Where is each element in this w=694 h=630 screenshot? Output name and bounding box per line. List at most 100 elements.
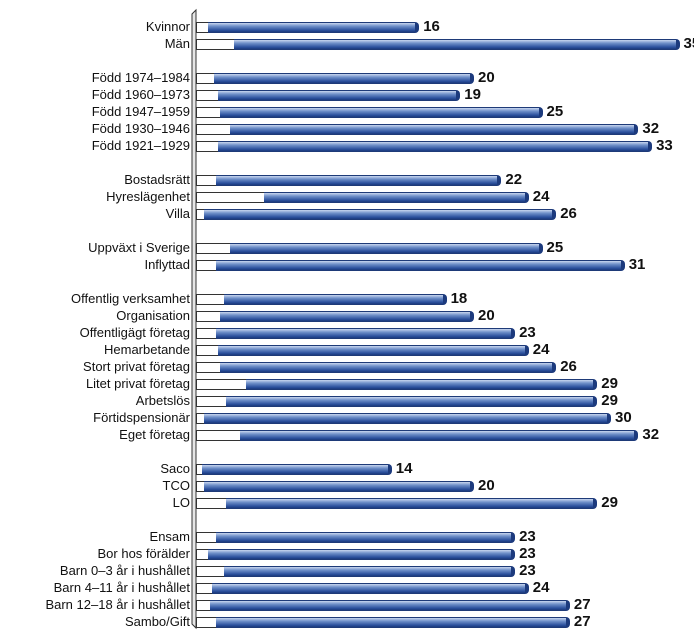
bar [224,294,443,305]
value-label: 35 [683,35,694,52]
bar-cap [524,345,529,356]
bar-baseline-segment [196,141,218,152]
bar [224,566,512,577]
category-label: Uppväxt i Sverige [88,240,190,255]
bar-baseline-segment [196,600,210,611]
bar-cap [607,413,611,424]
bar-cap [620,260,625,271]
bar [210,600,566,611]
bar-baseline-segment [196,209,204,220]
value-label: 23 [519,562,536,579]
category-label: Ensam [149,529,190,544]
bar [240,430,635,441]
value-label: 29 [601,494,618,511]
bar-cap [511,328,516,339]
bar-baseline-segment [196,362,220,373]
bar-baseline-segment [196,260,216,271]
category-label: Saco [160,461,190,476]
value-label: 32 [642,426,660,443]
bar-baseline-segment [196,532,216,543]
bar-baseline-segment [196,379,246,390]
value-label: 16 [423,18,440,35]
bar-cap [470,311,474,322]
bar-cap [415,22,420,33]
bar [220,362,553,373]
category-label: Hemarbetande [104,342,190,357]
vertical-axis [191,8,197,630]
bar [226,498,594,509]
value-label: 31 [628,256,646,273]
value-label: 29 [601,392,618,409]
category-label: Barn 12–18 år i hushållet [45,597,190,612]
value-label: 27 [573,596,591,613]
bar-baseline-segment [196,107,220,118]
bar-cap [552,209,557,220]
bar [246,379,594,390]
bar [208,22,416,33]
category-label: Inflyttad [144,257,190,272]
bar-baseline-segment [196,294,224,305]
value-label: 32 [642,120,660,137]
bar-cap [442,294,447,305]
bar [202,464,388,475]
category-label: Född 1974–1984 [91,70,190,85]
bar [216,175,498,186]
bar [216,532,512,543]
bar-cap [387,464,392,475]
bar [234,39,676,50]
bar-cap [648,141,653,152]
bar-cap [538,107,543,118]
category-label: Barn 0–3 år i hushållet [59,563,190,578]
bar-cap [538,243,543,254]
bar-cap [524,192,529,203]
value-label: 29 [601,375,618,392]
bar-cap [565,600,570,611]
bar [230,243,539,254]
bar-cap [634,124,639,135]
bar-baseline-segment [196,175,216,186]
bar [216,328,512,339]
bar-cap [470,481,474,492]
category-label: Offentlig verksamhet [71,291,190,306]
value-label: 23 [519,528,536,545]
bar [204,413,607,424]
bar-baseline-segment [196,39,234,50]
bar-baseline-segment [196,345,218,356]
bar [214,73,470,84]
bar-cap [593,379,598,390]
bar-baseline-segment [196,311,220,322]
bar-baseline-segment [196,243,230,254]
category-label: Född 1921–1929 [91,138,190,153]
value-label: 22 [505,171,523,188]
bar [218,345,525,356]
bar-cap [593,498,598,509]
category-label: Offentligägt företag [79,325,190,340]
bar [216,260,621,271]
value-label: 26 [560,205,577,222]
value-label: 30 [615,409,632,426]
value-label: 19 [464,86,481,103]
value-label: 20 [478,307,495,324]
bar-baseline-segment [196,430,240,441]
value-label: 14 [395,460,413,477]
value-label: 24 [532,579,550,596]
category-label: Eget företag [119,427,190,442]
category-label: Litet privat företag [85,376,190,391]
bar-baseline-segment [196,549,208,560]
value-label: 26 [560,358,577,375]
value-label: 24 [532,188,550,205]
bar-cap [593,396,598,407]
category-label: Arbetslös [135,393,190,408]
bar [216,617,566,628]
bar-baseline-segment [196,22,208,33]
value-label: 27 [573,613,591,630]
bar [226,396,594,407]
bar-baseline-segment [196,124,230,135]
category-label: LO [172,495,190,510]
value-label: 23 [519,324,536,341]
bar [218,90,457,101]
category-label: Hyreslägenhet [106,189,190,204]
category-label: Män [164,36,190,51]
bar-cap [511,532,516,543]
bar-cap [511,549,516,560]
